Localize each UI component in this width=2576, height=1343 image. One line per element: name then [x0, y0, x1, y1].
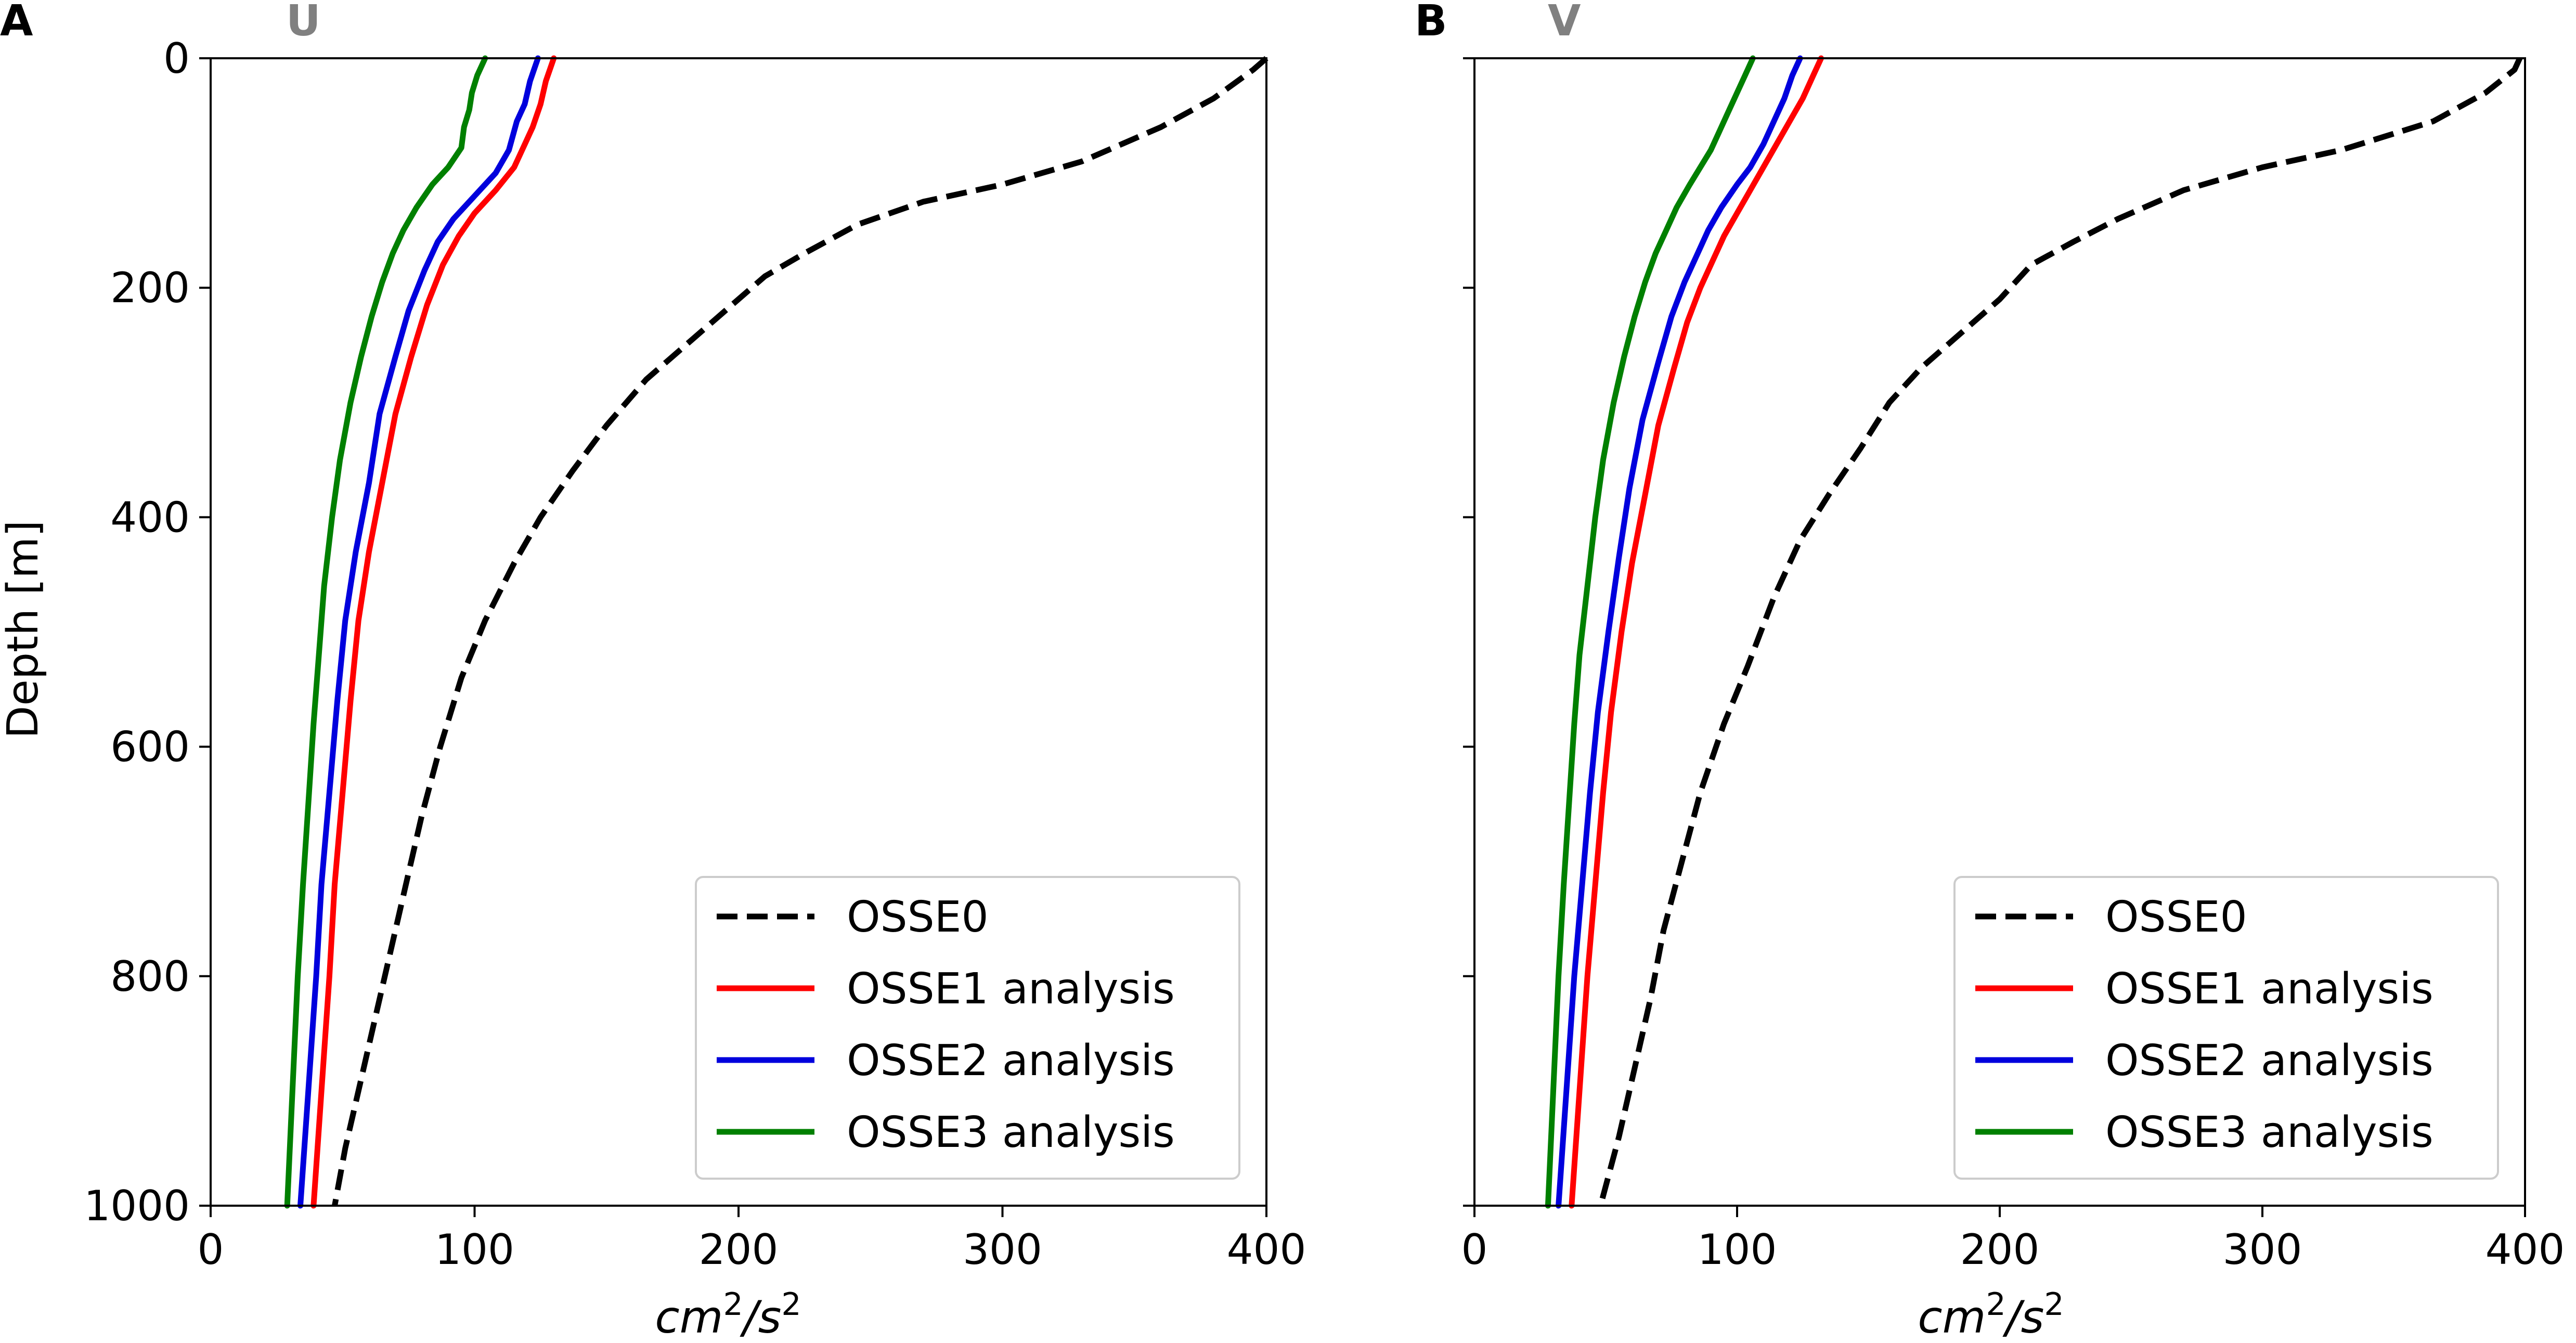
- x-tick-label: 300: [2223, 1225, 2302, 1274]
- panel-label-b: B: [1415, 0, 1447, 46]
- x-tick-label: 200: [1960, 1225, 2040, 1274]
- x-tick-label: 0: [1461, 1225, 1488, 1274]
- legend-entry-label: OSSE1 analysis: [2105, 964, 2433, 1014]
- x-tick-label: 400: [2486, 1225, 2565, 1274]
- x-axis-label-a: cm2/s2: [655, 1286, 801, 1343]
- x-tick-label: 300: [963, 1225, 1042, 1274]
- y-axis-label: Depth [m]: [0, 520, 48, 739]
- legend-entry-label: OSSE1 analysis: [847, 964, 1175, 1014]
- series-line-osse1-analysis: [310, 55, 557, 1209]
- y-tick-label: 200: [110, 264, 190, 312]
- x-axis-label-exponent: 2: [723, 1286, 743, 1323]
- x-tick-label: 200: [699, 1225, 779, 1274]
- y-tick-label: 0: [163, 34, 190, 83]
- legend-entry-label: OSSE2 analysis: [847, 1036, 1175, 1086]
- panel-title-u: U: [286, 0, 321, 46]
- series-line-osse0: [332, 56, 1268, 1206]
- panel-title-v: V: [1548, 0, 1581, 46]
- x-axis-label-base: cm: [1918, 1292, 1986, 1343]
- legend-box: [1953, 876, 2499, 1180]
- y-tick-label: 400: [110, 493, 190, 541]
- x-tick-label: 0: [198, 1225, 224, 1274]
- series-line-osse2-analysis: [297, 55, 541, 1209]
- x-axis-label-separator: /s: [2002, 1292, 2044, 1343]
- series-line-osse3-analysis: [1545, 55, 1756, 1209]
- y-tick-label: 600: [110, 723, 190, 771]
- legend-a: OSSE0 OSSE1 analysis OSSE2 analysis OSSE3 a…: [695, 876, 1240, 1180]
- panel-a: A U 0 100 200 300 400 0 200 400 600 800 1000 Depth…: [0, 0, 1306, 1343]
- x-axis-label-separator: /s: [740, 1292, 782, 1343]
- plot-area-a: 0 100 200 300 400 0 200 400 600 800 1000: [84, 34, 1306, 1274]
- panel-label-a: A: [0, 0, 33, 46]
- legend-entry-label: OSSE0: [2105, 893, 2247, 942]
- y-tick-label: 1000: [84, 1182, 190, 1230]
- legend-box: [695, 876, 1240, 1180]
- x-axis-label-exponent: 2: [1986, 1286, 2005, 1323]
- legend-entry-label: OSSE3 analysis: [847, 1108, 1175, 1157]
- x-axis-label-exponent-2: 2: [2044, 1286, 2064, 1323]
- legend-b: OSSE0 OSSE1 analysis OSSE2 analysis OSSE3 a…: [1953, 876, 2499, 1180]
- y-tick-label: 800: [110, 952, 190, 1001]
- x-axis-label-base: cm: [655, 1292, 723, 1343]
- x-tick-label: 100: [435, 1225, 514, 1274]
- legend-entry-label: OSSE2 analysis: [2105, 1036, 2433, 1086]
- legend-entry-label: OSSE3 analysis: [2105, 1108, 2433, 1157]
- x-tick-label: 100: [1698, 1225, 1777, 1274]
- x-axis-label-b: cm2/s2: [1918, 1286, 2064, 1343]
- legend-entry-label: OSSE0: [847, 893, 989, 942]
- x-axis-label-exponent-2: 2: [781, 1286, 801, 1323]
- series-line-osse0: [1598, 57, 2522, 1207]
- series-line-osse1-analysis: [1569, 55, 1824, 1209]
- plot-area-b: 0 100 200 300 400: [1461, 55, 2565, 1274]
- series-line-osse2-analysis: [1556, 55, 1803, 1209]
- series-line-osse3-analysis: [284, 55, 488, 1209]
- x-tick-label: 400: [1227, 1225, 1306, 1274]
